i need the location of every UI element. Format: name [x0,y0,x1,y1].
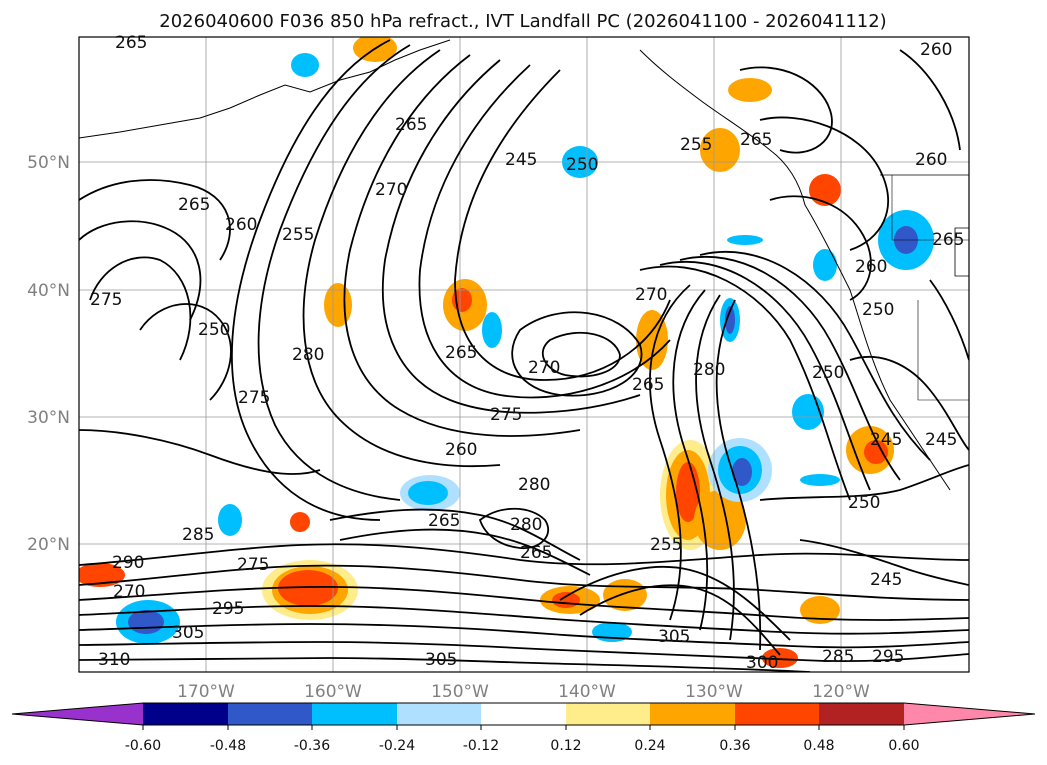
colorbar-tick-label: 0.24 [634,738,665,754]
svg-text:275: 275 [90,290,122,310]
colorbar-bin [650,703,735,725]
svg-text:260: 260 [445,440,477,460]
svg-text:275: 275 [237,555,269,575]
svg-text:250: 250 [198,320,230,340]
svg-text:265: 265 [632,375,664,395]
svg-text:280: 280 [693,360,725,380]
svg-text:285: 285 [822,647,854,667]
svg-text:50°N: 50°N [27,153,70,173]
svg-text:310: 310 [98,650,130,670]
svg-text:305: 305 [658,627,690,647]
svg-text:285: 285 [182,525,214,545]
refractivity-contours [79,39,969,672]
svg-text:265: 265 [178,195,210,215]
svg-text:295: 295 [212,599,244,619]
svg-text:265: 265 [428,511,460,531]
svg-text:265: 265 [115,33,147,53]
svg-text:270: 270 [113,582,145,602]
svg-text:30°N: 30°N [27,408,70,428]
colorbar-bin [481,703,566,725]
svg-text:305: 305 [425,650,457,670]
svg-text:140°W: 140°W [558,682,616,702]
svg-text:245: 245 [870,570,902,590]
colorbar-tick-label: 0.36 [719,738,750,754]
svg-text:250: 250 [862,300,894,320]
colorbar-min-extend [12,703,143,725]
colorbar-tick-label: -0.12 [463,738,499,754]
colorbar: -0.60 -0.48 -0.36 -0.24 -0.12 0.12 0.24 … [11,702,1036,754]
colorbar-bin [735,703,819,725]
svg-text:120°W: 120°W [812,682,870,702]
svg-text:280: 280 [518,475,550,495]
colorbar-bin [566,703,650,725]
colorbar-tick-label: -0.48 [210,738,246,754]
svg-text:260: 260 [920,40,952,60]
svg-text:160°W: 160°W [304,682,362,702]
svg-text:130°W: 130°W [685,682,743,702]
svg-text:20°N: 20°N [27,535,70,555]
svg-text:275: 275 [238,388,270,408]
colorbar-tick-label: -0.60 [125,738,161,754]
svg-text:170°W: 170°W [177,682,235,702]
svg-text:250: 250 [848,493,880,513]
svg-text:270: 270 [635,285,667,305]
colorbar-tick-label: 0.12 [550,738,581,754]
svg-text:280: 280 [292,345,324,365]
svg-text:265: 265 [395,115,427,135]
colorbar-bin [312,703,397,725]
svg-text:260: 260 [855,257,887,277]
svg-text:40°N: 40°N [27,281,70,301]
svg-text:260: 260 [915,150,947,170]
svg-text:250: 250 [812,363,844,383]
svg-text:245: 245 [505,150,537,170]
latitude-labels: 50°N 40°N 30°N 20°N [27,153,70,555]
colorbar-tick-label: -0.36 [294,738,330,754]
colorbar-tick-label: 0.60 [888,738,919,754]
figure-title: 2026040600 F036 850 hPa refract., IVT La… [159,11,886,32]
svg-text:255: 255 [282,225,314,245]
svg-text:250: 250 [566,155,598,175]
colorbar-max-extend [904,703,1035,725]
colorbar-bin [397,703,481,725]
svg-text:150°W: 150°W [431,682,489,702]
colorbar-bin [143,703,228,725]
svg-text:265: 265 [932,230,964,250]
svg-text:260: 260 [225,215,257,235]
svg-text:265: 265 [740,130,772,150]
svg-text:290: 290 [112,553,144,573]
map-plot: 265 260 250 245 255 265 270 255 260 265 … [78,33,970,673]
svg-text:265: 265 [445,343,477,363]
contour-labels: 265 260 250 245 255 265 270 255 260 265 … [90,33,964,673]
svg-text:275: 275 [490,405,522,425]
colorbar-bin [819,703,904,725]
colorbar-tick-label: -0.24 [379,738,415,754]
svg-text:245: 245 [870,430,902,450]
colorbar-bin [228,703,312,725]
coastlines [79,39,969,491]
svg-text:300: 300 [746,653,778,673]
longitude-labels: 170°W 160°W 150°W 140°W 130°W 120°W [177,682,870,702]
svg-text:270: 270 [375,180,407,200]
colorbar-tick-label: 0.48 [803,738,834,754]
svg-text:245: 245 [925,430,957,450]
svg-text:270: 270 [528,358,560,378]
svg-text:255: 255 [650,535,682,555]
svg-text:295: 295 [872,647,904,667]
svg-text:265: 265 [520,543,552,563]
svg-text:305: 305 [172,623,204,643]
svg-text:280: 280 [510,515,542,535]
svg-text:255: 255 [680,135,712,155]
